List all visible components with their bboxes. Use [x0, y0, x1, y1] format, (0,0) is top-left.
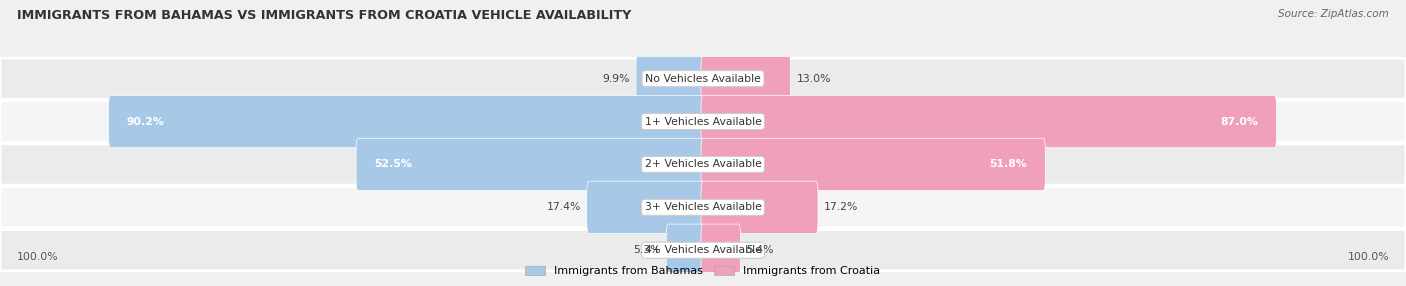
FancyBboxPatch shape — [666, 224, 704, 276]
FancyBboxPatch shape — [636, 52, 704, 105]
Text: 87.0%: 87.0% — [1220, 117, 1258, 126]
Text: 9.9%: 9.9% — [603, 74, 630, 84]
FancyBboxPatch shape — [0, 187, 1406, 228]
Text: 5.4%: 5.4% — [747, 245, 773, 255]
FancyBboxPatch shape — [0, 144, 1406, 185]
FancyBboxPatch shape — [702, 224, 741, 276]
Text: 100.0%: 100.0% — [1347, 253, 1389, 262]
FancyBboxPatch shape — [108, 95, 704, 148]
Text: 3+ Vehicles Available: 3+ Vehicles Available — [644, 202, 762, 212]
Text: 52.5%: 52.5% — [374, 160, 412, 169]
FancyBboxPatch shape — [702, 138, 1045, 190]
Text: 17.2%: 17.2% — [824, 202, 858, 212]
Text: 4+ Vehicles Available: 4+ Vehicles Available — [644, 245, 762, 255]
FancyBboxPatch shape — [702, 95, 1277, 148]
Text: IMMIGRANTS FROM BAHAMAS VS IMMIGRANTS FROM CROATIA VEHICLE AVAILABILITY: IMMIGRANTS FROM BAHAMAS VS IMMIGRANTS FR… — [17, 9, 631, 21]
Text: Source: ZipAtlas.com: Source: ZipAtlas.com — [1278, 9, 1389, 19]
Text: 17.4%: 17.4% — [547, 202, 581, 212]
FancyBboxPatch shape — [702, 181, 818, 233]
FancyBboxPatch shape — [356, 138, 704, 190]
Text: 51.8%: 51.8% — [990, 160, 1026, 169]
Text: 90.2%: 90.2% — [127, 117, 165, 126]
FancyBboxPatch shape — [586, 181, 704, 233]
Text: No Vehicles Available: No Vehicles Available — [645, 74, 761, 84]
FancyBboxPatch shape — [702, 52, 790, 105]
FancyBboxPatch shape — [0, 101, 1406, 142]
Legend: Immigrants from Bahamas, Immigrants from Croatia: Immigrants from Bahamas, Immigrants from… — [522, 261, 884, 281]
Text: 13.0%: 13.0% — [796, 74, 831, 84]
Text: 1+ Vehicles Available: 1+ Vehicles Available — [644, 117, 762, 126]
Text: 100.0%: 100.0% — [17, 253, 59, 262]
Text: 2+ Vehicles Available: 2+ Vehicles Available — [644, 160, 762, 169]
Text: 5.3%: 5.3% — [633, 245, 661, 255]
FancyBboxPatch shape — [0, 230, 1406, 271]
FancyBboxPatch shape — [0, 58, 1406, 99]
